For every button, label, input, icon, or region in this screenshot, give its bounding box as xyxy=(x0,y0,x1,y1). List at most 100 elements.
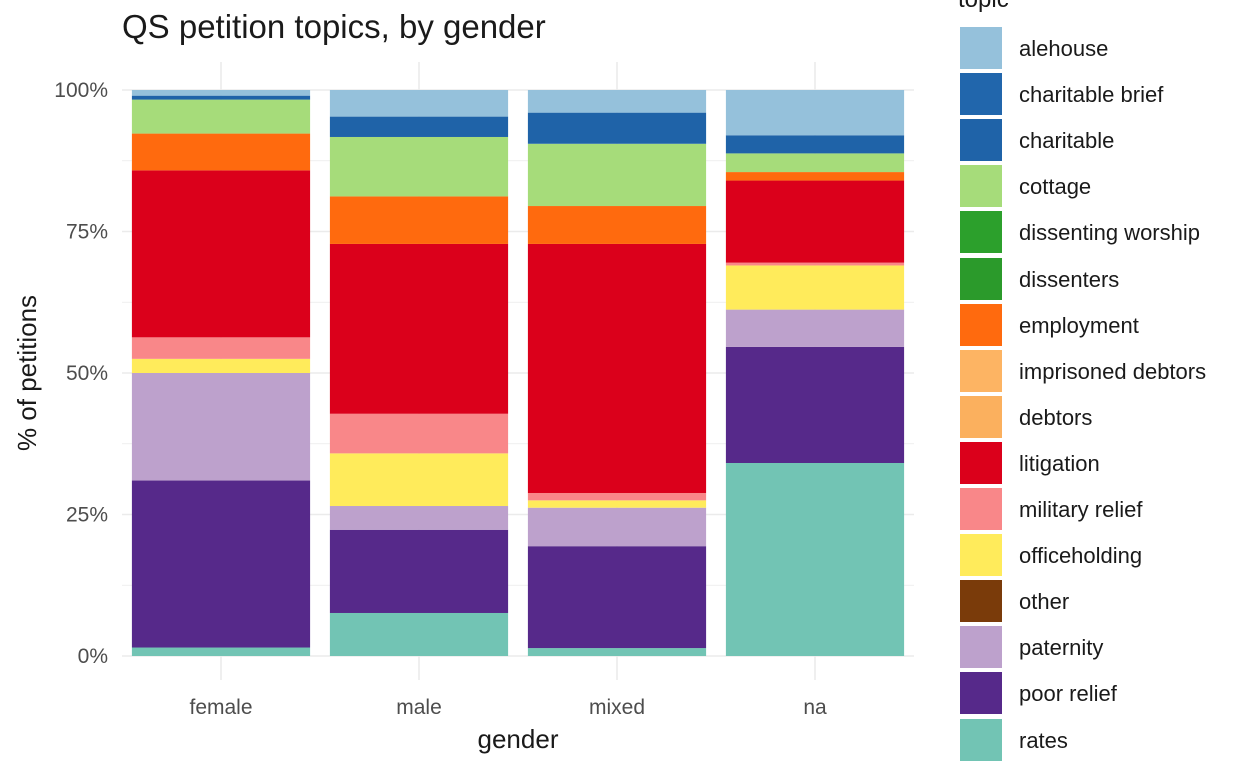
bar-segment-military-relief-female xyxy=(131,337,311,359)
x-axis-tick-labels: female male mixed na xyxy=(189,696,827,719)
bar-segment-employment-male xyxy=(329,196,509,244)
legend-item: dissenters xyxy=(958,257,1248,303)
legend-label: charitable brief xyxy=(1019,82,1164,108)
bar-segment-officeholding-male xyxy=(329,453,509,507)
legend-label: debtors xyxy=(1019,404,1093,430)
legend-label: litigation xyxy=(1019,450,1100,476)
bar-segment-litigation-male xyxy=(329,243,509,414)
legend-swatch xyxy=(960,27,1002,69)
legend-swatch xyxy=(960,441,1002,484)
legend-swatch xyxy=(960,672,1002,715)
bar-segment-officeholding-female xyxy=(131,358,311,373)
bar-segment-poor-relief-female xyxy=(131,480,311,648)
bar-segment-paternity-male xyxy=(329,506,509,530)
legend-swatch xyxy=(960,395,1002,438)
y-axis-title: % of petitions xyxy=(12,295,42,451)
bar-segment-military-relief-na xyxy=(725,262,905,266)
bar-segment-employment-mixed xyxy=(527,206,707,244)
bar-segment-charitable-na xyxy=(725,135,905,154)
legend-item: other xyxy=(958,579,1248,625)
bar-segment-poor-relief-mixed xyxy=(527,546,707,649)
legend-item: alehouse xyxy=(958,26,1248,72)
legend-item: military relief xyxy=(958,487,1248,533)
legend-item: employment xyxy=(958,303,1248,349)
legend-title: topic xyxy=(958,0,1009,14)
legend-swatch xyxy=(960,119,1002,162)
bar-segment-litigation-female xyxy=(131,170,311,338)
x-tick-label: male xyxy=(396,696,442,719)
legend-item: debtors xyxy=(958,395,1248,441)
bar-segment-cottage-male xyxy=(329,136,509,197)
bars xyxy=(131,90,905,656)
bar-segment-military-relief-male xyxy=(329,413,509,454)
legend-item: poor relief xyxy=(958,671,1248,717)
bar-segment-military-relief-mixed xyxy=(527,492,707,501)
legend-item: dissenting worship xyxy=(958,210,1248,256)
legend-swatch xyxy=(960,73,1002,116)
bar-segment-cottage-na xyxy=(725,153,905,173)
legend-swatch xyxy=(960,580,1002,623)
bar-segment-rates-female xyxy=(131,647,311,656)
x-tick-label: mixed xyxy=(589,696,645,719)
legend-swatch xyxy=(960,211,1002,254)
bar-segment-paternity-na xyxy=(725,309,905,347)
legend-label: paternity xyxy=(1019,635,1104,661)
legend-item: paternity xyxy=(958,625,1248,671)
bar-segment-employment-na xyxy=(725,172,905,181)
y-tick-label: 50% xyxy=(66,362,108,385)
y-tick-label: 25% xyxy=(66,504,108,527)
bar-segment-poor-relief-male xyxy=(329,529,509,613)
legend-item: cottage xyxy=(958,164,1248,210)
legend-item: charitable brief xyxy=(958,72,1248,118)
legend-label: employment xyxy=(1019,312,1139,338)
legend-label: cottage xyxy=(1019,174,1092,200)
bar-segment-charitable-mixed xyxy=(527,112,707,144)
bar-segment-rates-mixed xyxy=(527,648,707,656)
legend-label: dissenters xyxy=(1019,266,1120,292)
bar-segment-litigation-na xyxy=(725,180,905,263)
chart-title: QS petition topics, by gender xyxy=(122,8,546,45)
legend-label: imprisoned debtors xyxy=(1019,358,1207,384)
bar-segment-rates-na xyxy=(725,462,905,656)
bar-segment-employment-female xyxy=(131,133,311,171)
bar-segment-cottage-mixed xyxy=(527,143,707,207)
legend-swatch xyxy=(960,349,1002,392)
legend-swatch xyxy=(960,303,1002,346)
y-axis-tick-labels: 0% 25% 50% 75% 100% xyxy=(54,79,108,668)
y-tick-label: 100% xyxy=(54,79,108,102)
legend-item: officeholding xyxy=(958,533,1248,579)
bar-segment-litigation-mixed xyxy=(527,243,707,493)
legend-label: other xyxy=(1019,589,1070,615)
bar-segment-poor-relief-na xyxy=(725,346,905,463)
legend-label: poor relief xyxy=(1019,681,1117,707)
bar-segment-alehouse-mixed xyxy=(527,90,707,113)
legend-item: rates xyxy=(958,718,1248,764)
legend-item: charitable xyxy=(958,118,1248,164)
x-tick-label: na xyxy=(803,696,827,719)
legend-item: litigation xyxy=(958,441,1248,487)
bar-segment-alehouse-female xyxy=(131,90,311,96)
bar-segment-alehouse-male xyxy=(329,90,509,117)
bar-segment-officeholding-na xyxy=(725,265,905,310)
bar-segment-paternity-mixed xyxy=(527,507,707,547)
bar-segment-charitable-female xyxy=(131,95,311,100)
legend-label: alehouse xyxy=(1019,36,1109,61)
bar-segment-paternity-female xyxy=(131,373,311,481)
legend-swatch xyxy=(960,488,1002,530)
legend-swatch xyxy=(960,257,1002,300)
legend-label: rates xyxy=(1019,727,1068,753)
bar-segment-cottage-female xyxy=(131,99,311,134)
legend-swatch xyxy=(960,718,1002,761)
bar-segment-alehouse-na xyxy=(725,90,905,136)
x-tick-label: female xyxy=(189,696,252,719)
legend-label: charitable xyxy=(1019,128,1115,154)
y-tick-label: 0% xyxy=(78,645,108,668)
x-axis-title: gender xyxy=(478,724,559,754)
bar-segment-rates-male xyxy=(329,612,509,656)
legend-label: dissenting worship xyxy=(1019,220,1200,246)
y-tick-label: 75% xyxy=(66,221,108,244)
legend-item: imprisoned debtors xyxy=(958,349,1248,395)
legend-swatch xyxy=(960,165,1002,208)
bar-segment-charitable-male xyxy=(329,116,509,137)
